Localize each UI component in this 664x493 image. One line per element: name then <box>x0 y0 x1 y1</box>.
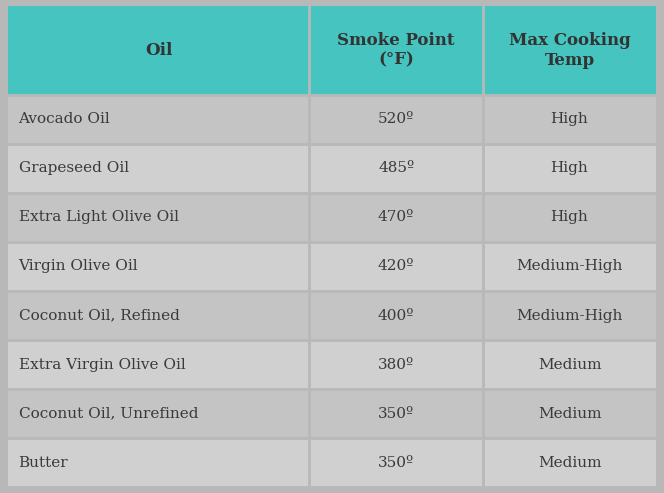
Text: Smoke Point
(°F): Smoke Point (°F) <box>337 32 455 69</box>
Text: 380º: 380º <box>378 357 414 372</box>
Bar <box>483 6 656 95</box>
Text: Medium-High: Medium-High <box>517 309 623 322</box>
Text: 350º: 350º <box>378 456 414 469</box>
Bar <box>8 438 309 487</box>
Bar <box>8 193 309 242</box>
Text: 485º: 485º <box>378 162 414 176</box>
Text: Medium: Medium <box>538 407 602 421</box>
Bar <box>309 144 483 193</box>
Bar <box>483 193 656 242</box>
Bar <box>8 144 309 193</box>
Bar <box>8 95 309 144</box>
Bar <box>483 389 656 438</box>
Text: Avocado Oil: Avocado Oil <box>19 112 110 126</box>
Text: 400º: 400º <box>378 309 414 322</box>
Bar <box>8 242 309 291</box>
Text: Max Cooking
Temp: Max Cooking Temp <box>509 32 630 69</box>
Bar <box>309 438 483 487</box>
Text: Extra Light Olive Oil: Extra Light Olive Oil <box>19 211 179 224</box>
Text: Grapeseed Oil: Grapeseed Oil <box>19 162 129 176</box>
Text: 420º: 420º <box>378 259 414 274</box>
Bar <box>8 291 309 340</box>
Text: Extra Virgin Olive Oil: Extra Virgin Olive Oil <box>19 357 185 372</box>
Bar <box>483 438 656 487</box>
Bar <box>309 95 483 144</box>
Bar <box>309 389 483 438</box>
Bar <box>309 193 483 242</box>
Bar <box>309 291 483 340</box>
Bar <box>483 95 656 144</box>
Text: Coconut Oil, Refined: Coconut Oil, Refined <box>19 309 179 322</box>
Text: 350º: 350º <box>378 407 414 421</box>
Text: Coconut Oil, Unrefined: Coconut Oil, Unrefined <box>19 407 198 421</box>
Text: Virgin Olive Oil: Virgin Olive Oil <box>19 259 138 274</box>
Text: Medium: Medium <box>538 456 602 469</box>
Bar <box>8 6 309 95</box>
Bar <box>483 291 656 340</box>
Bar <box>483 340 656 389</box>
Bar <box>483 144 656 193</box>
Text: 470º: 470º <box>378 211 414 224</box>
Text: High: High <box>550 112 588 126</box>
Bar <box>483 242 656 291</box>
Text: 520º: 520º <box>378 112 414 126</box>
Bar <box>8 340 309 389</box>
Bar <box>309 6 483 95</box>
Text: Butter: Butter <box>19 456 68 469</box>
Text: Oil: Oil <box>145 42 173 59</box>
Text: Medium-High: Medium-High <box>517 259 623 274</box>
Bar <box>8 389 309 438</box>
Bar <box>309 242 483 291</box>
Text: Medium: Medium <box>538 357 602 372</box>
Text: High: High <box>550 211 588 224</box>
Text: High: High <box>550 162 588 176</box>
Bar <box>309 340 483 389</box>
